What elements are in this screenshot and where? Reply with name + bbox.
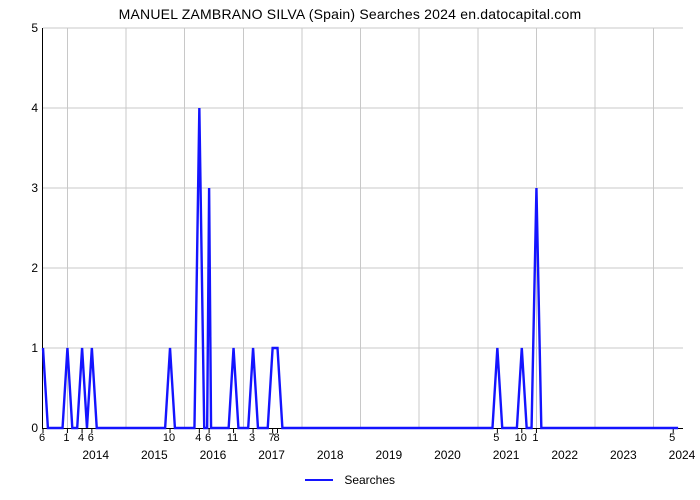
x-tick-minor-label: 6 [39, 432, 45, 444]
x-tick-year-label: 2021 [493, 448, 520, 462]
x-tick-year-label: 2014 [82, 448, 109, 462]
legend-swatch [305, 479, 333, 481]
x-tick-year-label: 2015 [141, 448, 168, 462]
y-tick-label: 4 [8, 101, 38, 115]
x-tick-year-label: 2022 [551, 448, 578, 462]
x-tick-minor-label: 8 [273, 432, 279, 444]
x-tick-minor-label: 10 [163, 432, 175, 444]
x-tick-year-label: 2018 [317, 448, 344, 462]
x-tick-minor-label: 5 [669, 432, 675, 444]
x-tick-minor-label: 11 [227, 432, 238, 444]
legend: Searches [0, 472, 700, 487]
grid-horizontal [43, 28, 683, 348]
x-tick-minor-label: 1 [532, 432, 538, 444]
chart-container: MANUEL ZAMBRANO SILVA (Spain) Searches 2… [0, 0, 700, 500]
x-tick-minor-label: 3 [249, 432, 255, 444]
x-tick-year-label: 2020 [434, 448, 461, 462]
x-tick-year-label: 2024 [669, 448, 696, 462]
plot-area [42, 28, 683, 429]
x-tick-minor-label: 1 [63, 432, 69, 444]
plot-svg [43, 28, 683, 428]
grid-vertical [67, 28, 653, 428]
y-tick-label: 2 [8, 261, 38, 275]
y-tick-label: 5 [8, 21, 38, 35]
x-tick-minor-label: 6 [88, 432, 94, 444]
legend-label: Searches [344, 473, 395, 487]
y-tick-label: 0 [8, 421, 38, 435]
x-tick-year-label: 2019 [376, 448, 403, 462]
y-tick-label: 1 [8, 341, 38, 355]
x-tick-minor-label: 6 [205, 432, 211, 444]
x-tick-minor-label: 4 [78, 432, 84, 444]
chart-title: MANUEL ZAMBRANO SILVA (Spain) Searches 2… [0, 6, 700, 22]
y-tick-label: 3 [8, 181, 38, 195]
x-tick-year-label: 2017 [258, 448, 285, 462]
x-tick-minor-label: 10 [515, 432, 527, 444]
x-tick-year-label: 2016 [200, 448, 227, 462]
x-tick-minor-label: 5 [493, 432, 499, 444]
x-tick-year-label: 2023 [610, 448, 637, 462]
x-tick-minor-label: 4 [195, 432, 201, 444]
